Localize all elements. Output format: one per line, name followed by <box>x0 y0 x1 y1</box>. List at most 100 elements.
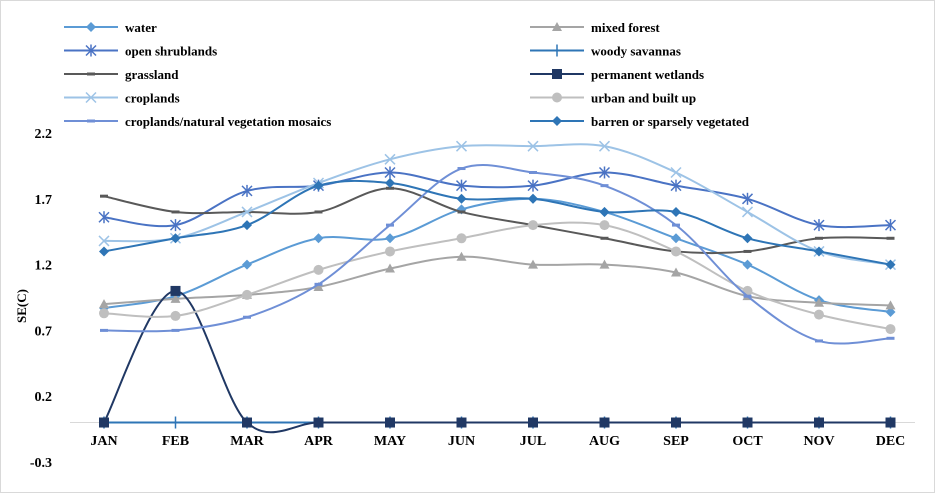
data-point <box>314 282 323 286</box>
data-point <box>528 220 538 231</box>
data-point <box>814 297 824 307</box>
data-point <box>814 417 824 428</box>
y-tick-label: 1.2 <box>35 259 53 274</box>
data-point <box>456 251 467 261</box>
data-point <box>242 289 252 300</box>
data-point <box>886 236 895 240</box>
data-point <box>529 170 537 174</box>
series-9 <box>99 178 896 270</box>
x-tick-label: SEP <box>663 434 689 449</box>
data-point <box>170 233 181 244</box>
x-tick-label: NOV <box>803 434 834 449</box>
legend-item: open shrublands <box>64 44 217 59</box>
legend-label: croplands/natural vegetation mosaics <box>125 114 331 129</box>
data-point <box>99 246 109 257</box>
legend-marker <box>552 22 562 31</box>
data-point <box>169 219 182 232</box>
data-point <box>100 194 108 198</box>
data-point <box>814 309 824 320</box>
data-point <box>314 210 323 214</box>
y-axis-label: SE(C) <box>14 289 29 323</box>
legend-item: woody savannas <box>530 44 681 59</box>
data-point <box>886 336 895 340</box>
x-tick-label: MAY <box>374 434 406 449</box>
data-point <box>671 206 681 217</box>
data-point <box>456 193 467 204</box>
legend-label: urban and built up <box>591 91 696 106</box>
legend-item: croplands/natural vegetation mosaics <box>64 114 331 129</box>
legend-label: woody savannas <box>591 44 681 59</box>
x-tick-label: JUL <box>520 434 546 449</box>
data-point <box>99 308 109 319</box>
x-tick-label: JAN <box>90 434 117 449</box>
legend-label: barren or sparsely vegetated <box>591 114 750 129</box>
data-point <box>313 281 324 291</box>
data-point <box>98 235 110 247</box>
data-point <box>242 417 252 428</box>
data-point <box>743 249 752 253</box>
y-tick-label: -0.3 <box>30 456 52 471</box>
legend-label: croplands <box>125 91 180 106</box>
legend-label: permanent wetlands <box>591 67 704 82</box>
data-point <box>527 140 539 152</box>
data-point <box>99 417 109 428</box>
legend-marker <box>552 116 562 126</box>
data-point <box>670 166 682 179</box>
data-point <box>242 220 252 231</box>
legend-marker <box>552 92 562 103</box>
data-point <box>242 259 252 270</box>
data-point <box>885 417 896 428</box>
data-point <box>600 236 609 240</box>
data-point <box>813 219 825 232</box>
data-point <box>457 210 466 214</box>
x-tick-label: JUN <box>448 434 475 449</box>
data-point <box>313 417 324 428</box>
data-point <box>313 233 324 244</box>
x-tick-label: DEC <box>876 434 906 449</box>
data-point <box>742 233 753 244</box>
legend-item: urban and built up <box>530 91 696 106</box>
data-point <box>384 153 396 165</box>
data-point <box>170 285 181 296</box>
data-point <box>885 306 896 317</box>
data-point <box>885 300 896 310</box>
data-point <box>385 178 395 189</box>
data-point <box>313 264 324 275</box>
x-tick-label: MAR <box>230 434 264 449</box>
series-line <box>103 197 891 313</box>
data-point <box>457 167 466 171</box>
y-tick-label: 0.2 <box>35 390 53 405</box>
data-point <box>384 166 396 179</box>
data-point <box>456 233 467 244</box>
data-point <box>670 179 682 192</box>
legend-item: grassland <box>64 67 179 82</box>
legend-item: barren or sparsely vegetated <box>530 114 750 129</box>
data-point <box>743 294 752 298</box>
series-line <box>103 179 891 266</box>
data-point <box>671 417 681 428</box>
data-point <box>528 417 538 428</box>
data-point <box>671 246 681 257</box>
data-point <box>386 223 394 227</box>
series-line <box>103 255 891 307</box>
data-point <box>455 140 468 152</box>
data-point <box>885 324 896 335</box>
data-point <box>170 293 181 303</box>
series-line <box>103 171 891 229</box>
data-point <box>100 328 108 332</box>
series-5 <box>99 285 896 434</box>
legend-marker <box>87 119 95 123</box>
legend-label: water <box>125 20 157 35</box>
legend-item: permanent wetlands <box>530 67 704 82</box>
data-point <box>672 223 680 227</box>
data-point <box>171 328 180 332</box>
data-point <box>386 186 394 190</box>
data-point <box>385 246 395 257</box>
data-point <box>528 259 538 269</box>
data-point <box>598 140 611 152</box>
series-line <box>103 221 891 331</box>
series-7 <box>99 220 896 335</box>
data-point <box>742 259 753 270</box>
data-point <box>385 263 395 273</box>
